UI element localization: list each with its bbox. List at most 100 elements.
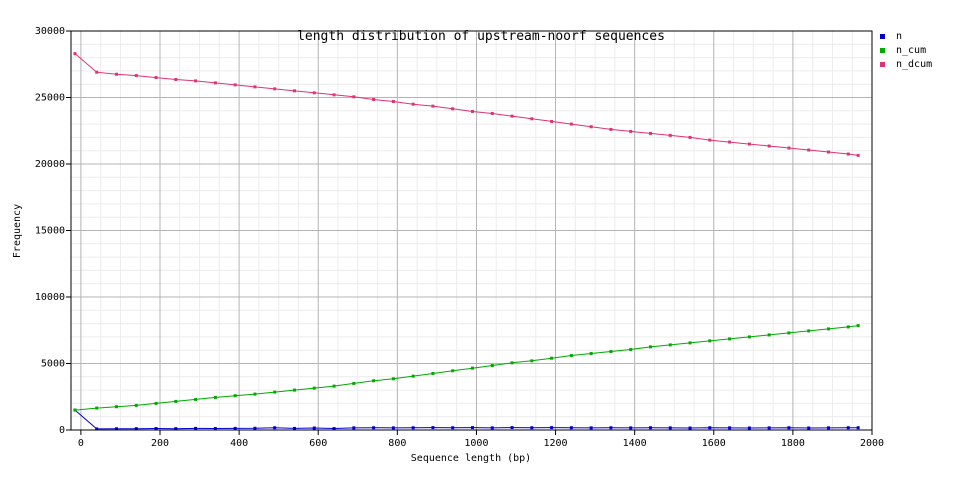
x-tick-label: 0 <box>78 438 84 449</box>
data-point <box>174 399 178 403</box>
data-point <box>213 81 217 85</box>
x-tick-label: 2000 <box>860 438 884 449</box>
data-point <box>233 426 237 430</box>
x-tick-label: 1000 <box>464 438 488 449</box>
data-point <box>510 361 514 365</box>
data-point <box>787 426 791 430</box>
data-point <box>629 348 633 352</box>
x-tick-label: 1800 <box>781 438 805 449</box>
data-point <box>134 403 138 407</box>
data-point <box>174 427 178 431</box>
y-axis-ticks: 0 5000 10000 15000 20000 25000 30000 <box>35 26 71 436</box>
data-point <box>431 104 435 108</box>
data-point <box>747 426 751 430</box>
data-point <box>253 392 257 396</box>
legend-item-n-dcum: n_dcum <box>880 59 932 70</box>
data-point <box>589 352 593 356</box>
data-point <box>648 131 652 135</box>
data-point <box>826 327 830 331</box>
data-point <box>312 426 316 430</box>
legend-label: n_cum <box>896 45 926 56</box>
data-point <box>154 427 158 431</box>
x-tick-label: 1200 <box>544 438 568 449</box>
data-point <box>629 129 633 133</box>
x-tick-label: 400 <box>230 438 248 449</box>
data-point <box>431 371 435 375</box>
data-point <box>530 117 534 121</box>
data-point <box>114 405 118 409</box>
data-point <box>609 426 613 430</box>
data-point <box>332 427 336 431</box>
data-point <box>856 324 860 328</box>
data-point <box>629 426 633 430</box>
data-point <box>292 89 296 93</box>
data-point <box>194 397 198 401</box>
data-point <box>708 138 712 142</box>
data-point <box>668 133 672 137</box>
data-point <box>470 426 474 430</box>
plot-border <box>70 30 873 431</box>
data-point <box>451 369 455 373</box>
data-point <box>391 426 395 430</box>
data-point <box>292 388 296 392</box>
data-point <box>846 325 850 329</box>
data-point <box>470 109 474 113</box>
data-point <box>194 426 198 430</box>
data-point <box>688 135 692 139</box>
major-grid <box>71 31 872 430</box>
x-tick-label: 200 <box>151 438 169 449</box>
data-point <box>807 329 811 333</box>
data-point <box>213 427 217 431</box>
data-point <box>728 140 732 144</box>
data-point <box>648 426 652 430</box>
data-point <box>550 356 554 360</box>
data-point <box>233 83 237 87</box>
x-tick-label: 1600 <box>702 438 726 449</box>
data-point <box>490 363 494 367</box>
data-point <box>807 148 811 152</box>
data-point <box>728 337 732 341</box>
data-point <box>194 79 198 83</box>
data-point <box>569 354 573 358</box>
data-point <box>253 85 257 89</box>
data-point <box>747 142 751 146</box>
x-tick-label: 1400 <box>623 438 647 449</box>
data-point <box>154 76 158 80</box>
legend-label: n <box>896 31 902 42</box>
data-point <box>372 379 376 383</box>
legend-label: n_dcum <box>896 59 932 70</box>
data-point <box>728 426 732 430</box>
data-point <box>826 150 830 154</box>
data-point <box>490 111 494 115</box>
data-point <box>312 386 316 390</box>
data-point <box>510 426 514 430</box>
x-axis-ticks: 0 200 400 600 800 1000 1200 1400 1600 1800 2000 <box>78 430 884 449</box>
y-tick-label: 25000 <box>35 93 65 104</box>
y-tick-label: 15000 <box>35 226 65 237</box>
data-point <box>530 426 534 430</box>
data-point <box>114 72 118 76</box>
data-point <box>352 381 356 385</box>
y-tick-label: 20000 <box>35 159 65 170</box>
y-tick-label: 30000 <box>35 26 65 37</box>
data-point <box>213 395 217 399</box>
data-point <box>431 426 435 430</box>
data-point <box>767 426 771 430</box>
data-point <box>411 374 415 378</box>
data-point <box>708 339 712 343</box>
data-point <box>648 345 652 349</box>
y-tick-label: 5000 <box>41 359 65 370</box>
data-point <box>668 426 672 430</box>
data-point <box>134 74 138 78</box>
x-tick-label: 800 <box>388 438 406 449</box>
data-point <box>470 366 474 370</box>
x-tick-label: 600 <box>309 438 327 449</box>
data-point <box>826 426 830 430</box>
data-point <box>787 146 791 150</box>
data-point <box>846 152 850 156</box>
data-point <box>174 78 178 82</box>
data-point <box>73 408 77 412</box>
legend-swatch <box>880 34 885 39</box>
y-tick-label: 0 <box>59 425 65 436</box>
series-n <box>73 408 860 431</box>
